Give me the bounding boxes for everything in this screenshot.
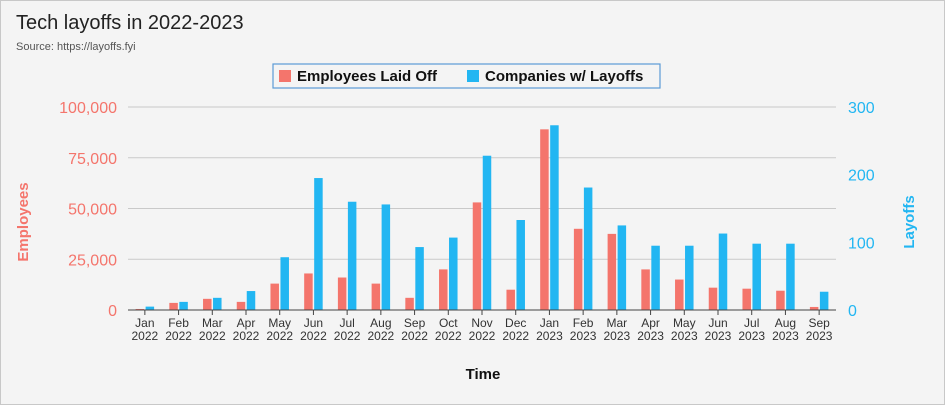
bar-employees-laid-off	[270, 283, 279, 310]
y-tick-right: 100	[848, 235, 875, 252]
gridlines	[128, 106, 836, 311]
x-tick-label: Nov 2022	[469, 316, 496, 343]
bar-employees-laid-off	[540, 129, 549, 310]
bar-companies-with-layoffs	[280, 257, 289, 310]
chart-title: Tech layoffs in 2022-2023	[16, 12, 244, 34]
bar-companies-with-layoffs	[314, 178, 323, 310]
bar-employees-laid-off	[607, 233, 617, 310]
bar-employees-laid-off	[337, 277, 347, 310]
bar-employees-laid-off	[675, 279, 684, 310]
x-tick-label: May 2023	[671, 316, 698, 343]
legend-swatch-employees	[279, 70, 291, 82]
x-tick-label: May 2022	[266, 316, 293, 343]
x-tick-label: Jul 2023	[738, 316, 765, 343]
bar-companies-with-layoffs	[246, 291, 256, 310]
bar-employees-laid-off	[472, 202, 482, 310]
bar-employees-laid-off	[371, 283, 381, 310]
y-tick-left: 100,000	[59, 100, 117, 117]
bar-companies-with-layoffs	[415, 247, 424, 310]
x-tick-label: Sep 2022	[401, 316, 428, 343]
axes-group: 0 25,000 50,000 75,000 100,000 0 100 200 300 Jan 2…	[59, 100, 875, 343]
bar-employees-laid-off	[405, 297, 414, 310]
bar-employees-laid-off	[203, 298, 212, 310]
bar-companies-with-layoffs	[550, 125, 559, 311]
bar-employees-laid-off	[236, 301, 246, 310]
bar-employees-laid-off	[506, 289, 515, 310]
bar-companies-with-layoffs	[786, 243, 795, 310]
y-tick-right: 0	[848, 303, 857, 320]
x-axis-label: Time	[466, 366, 501, 383]
bar-companies-with-layoffs	[718, 233, 728, 310]
bar-companies-with-layoffs	[213, 297, 222, 310]
x-tick-label: Sep 2023	[806, 316, 833, 343]
x-tick-label: Aug 2022	[368, 316, 395, 343]
bar-employees-laid-off	[304, 273, 313, 310]
y-tick-left: 0	[108, 303, 117, 320]
legend-label-companies: Companies w/ Layoffs	[485, 68, 643, 85]
bar-employees-laid-off	[135, 308, 145, 310]
x-tick-label: Aug 2023	[772, 316, 799, 343]
bar-companies-with-layoffs	[583, 187, 593, 310]
bar-companies-with-layoffs	[617, 225, 627, 310]
bar-employees-laid-off	[641, 269, 650, 310]
bar-employees-laid-off	[573, 228, 583, 310]
bar-companies-with-layoffs	[516, 220, 525, 310]
x-tick-label: Jun 2023	[705, 316, 732, 343]
bar-employees-laid-off	[708, 287, 718, 310]
bar-companies-with-layoffs	[685, 245, 694, 310]
x-tick-label: Oct 2022	[435, 316, 462, 343]
bar-companies-with-layoffs	[347, 201, 357, 310]
legend-label-employees: Employees Laid Off	[297, 68, 438, 85]
y-tick-right: 300	[848, 100, 875, 117]
x-tick-label: Jun 2022	[300, 316, 327, 343]
x-tick-label: Feb 2023	[570, 316, 597, 343]
bar-employees-laid-off	[742, 288, 751, 310]
bar-companies-with-layoffs	[819, 291, 829, 310]
x-tick-label: Mar 2023	[604, 316, 631, 343]
bar-companies-with-layoffs	[145, 306, 155, 310]
y-axis-left-label: Employees	[15, 182, 32, 261]
bar-companies-with-layoffs	[449, 237, 458, 310]
bar-employees-laid-off	[776, 290, 785, 310]
bar-companies-with-layoffs	[381, 204, 391, 310]
x-tick-label: Dec 2022	[502, 316, 529, 343]
x-tick-label: Feb 2022	[165, 316, 192, 343]
chart-subtitle: Source: https://layoffs.fyi	[16, 41, 136, 53]
legend-swatch-companies	[467, 70, 479, 82]
bar-companies-with-layoffs	[752, 243, 761, 310]
x-tick-label: Mar 2022	[199, 316, 226, 343]
bar-employees-laid-off	[439, 269, 448, 310]
x-tick-label: Jan 2022	[132, 316, 159, 343]
bar-companies-with-layoffs	[651, 245, 660, 310]
x-tick-label: Apr 2022	[233, 316, 260, 343]
legend-box	[272, 63, 661, 89]
y-tick-left: 50,000	[68, 202, 117, 219]
x-tick-label: Jan 2023	[536, 316, 563, 343]
y-tick-left: 75,000	[68, 151, 117, 168]
y-tick-left: 25,000	[68, 252, 117, 269]
bar-companies-with-layoffs	[179, 301, 188, 310]
bars-group	[135, 125, 829, 311]
y-axis-right-label: Layoffs	[901, 195, 918, 248]
bar-companies-with-layoffs	[482, 155, 492, 310]
bar-employees-laid-off	[169, 302, 178, 310]
legend[interactable]: Employees Laid Off Companies w/ Layoffs	[272, 63, 661, 89]
y-tick-right: 200	[848, 168, 875, 185]
x-tick-label: Apr 2023	[637, 316, 664, 343]
bar-employees-laid-off	[809, 306, 819, 310]
x-tick-label: Jul 2022	[334, 316, 361, 343]
